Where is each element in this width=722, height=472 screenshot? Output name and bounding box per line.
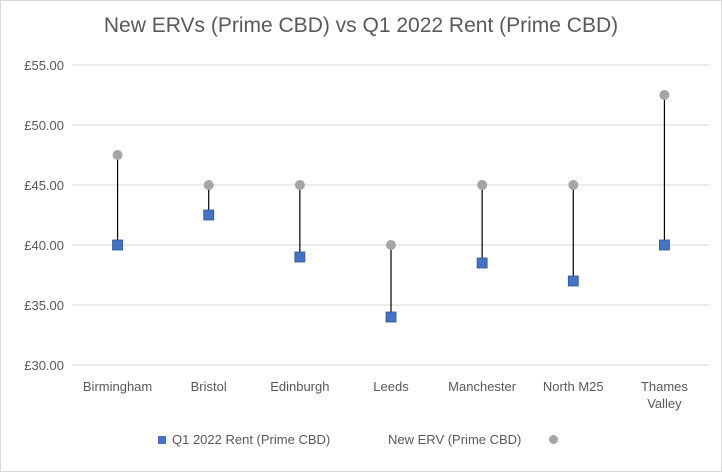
erv-point (659, 90, 670, 100)
y-tick-label: £55.00 (24, 58, 64, 73)
x-tick-label: Thames Valley (641, 379, 688, 411)
x-tick-label: Manchester (448, 379, 517, 394)
x-tick-label: Leeds (373, 379, 409, 394)
erv-point (386, 240, 396, 250)
y-tick-label: £50.00 (24, 118, 64, 133)
erv-point (112, 150, 123, 160)
legend-label-rent: Q1 2022 Rent (Prime CBD) (172, 432, 331, 447)
erv-point (294, 180, 305, 190)
rent-point (659, 239, 670, 251)
y-tick-label: £30.00 (24, 358, 64, 373)
y-tick-label: £45.00 (24, 178, 64, 193)
erv-point (203, 180, 214, 190)
chart-title: New ERVs (Prime CBD) vs Q1 2022 Rent (Pr… (103, 14, 619, 37)
rent-point (112, 239, 123, 251)
rent-point (294, 251, 306, 263)
x-tick-label: North M25 (543, 379, 604, 394)
legend: Q1 2022 Rent (Prime CBD) New ERV (Prime … (0, 432, 722, 454)
legend-circle-marker (549, 435, 559, 444)
legend-item-erv: New ERV (Prime CBD) (388, 432, 559, 447)
x-tick-label: Bristol (191, 379, 227, 394)
legend-square-marker (158, 435, 166, 444)
rent-point (567, 275, 579, 287)
legend-item-rent: Q1 2022 Rent (Prime CBD) (158, 432, 330, 447)
legend-label-erv: New ERV (Prime CBD) (388, 432, 522, 447)
erv-point (568, 180, 579, 190)
rent-point (385, 311, 397, 323)
x-tick-label: Birmingham (83, 379, 152, 394)
rent-point (476, 257, 488, 269)
x-tick-label: Edinburgh (270, 379, 329, 394)
rent-point (203, 209, 215, 221)
erv-point (477, 180, 488, 190)
y-tick-label: £35.00 (24, 298, 64, 313)
y-tick-label: £40.00 (24, 238, 64, 253)
